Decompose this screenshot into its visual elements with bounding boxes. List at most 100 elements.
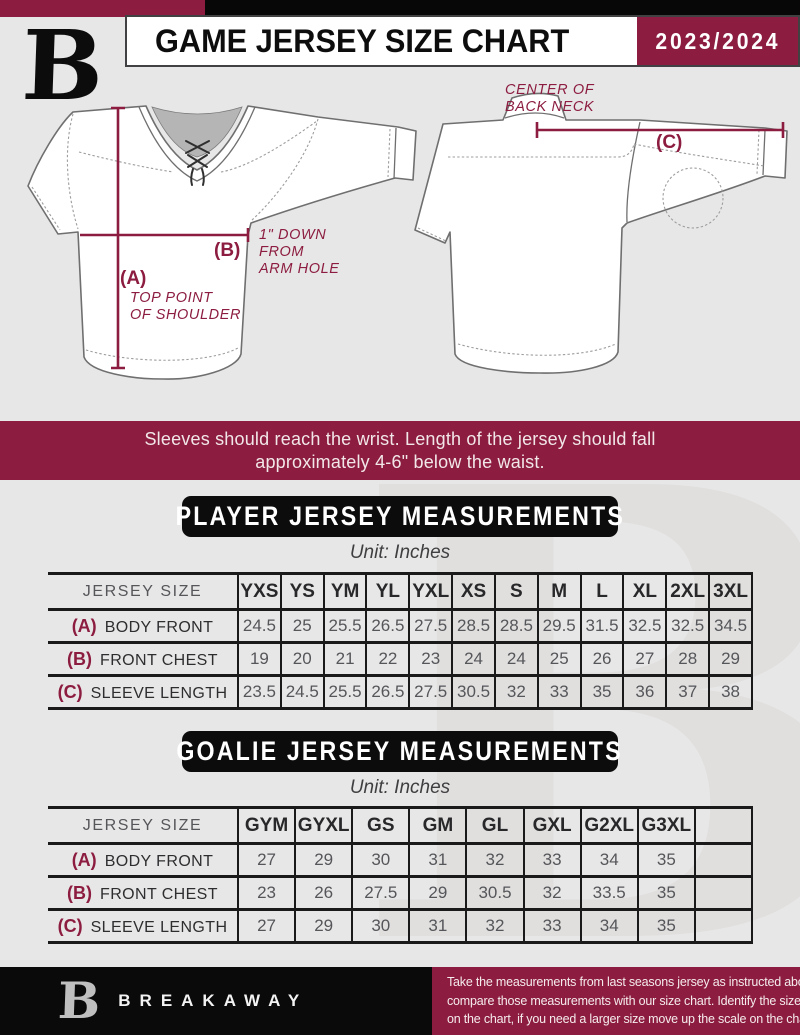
table-cell: 32.5 [622,609,667,643]
table-cell: GL [465,807,524,844]
table-cell: 33 [536,675,581,709]
table-cell: 26 [294,876,353,910]
table-cell: 21 [322,642,367,676]
table-cell: 24.5 [237,609,281,643]
footer-brand-block: B BREAKAWAY [0,967,432,1035]
table-cell: 35 [636,876,695,910]
table-row: (B) FRONT CHEST 19 20 21 22 23 24 24 25 26 27 28 29 [48,642,753,676]
table-cell: 24 [451,642,495,676]
footer-line-3: on the chart, if you need a larger size … [447,1012,800,1027]
table-cell: 31 [408,909,467,943]
fit-note-banner: Sleeves should reach the wrist. Length o… [0,421,800,480]
table-cell: JERSEY SIZE [82,816,203,834]
goalie-section-title: GOALIE JERSEY MEASUREMENTS [176,736,624,766]
table-cell: 27.5 [408,675,453,709]
top-maroon-strip [0,0,205,17]
table-cell [693,807,754,844]
table-cell: 25.5 [322,675,367,709]
measurement-c-key: (C) [656,132,682,153]
table-cell: M [536,573,581,610]
table-row: (C) SLEEVE LENGTH 23.5 24.5 25.5 26.5 27.5 30.5… [48,675,753,709]
table-cell: 27 [236,843,296,877]
inner-collar [151,106,243,158]
table-cell: YXL [408,573,453,610]
table-cell [693,843,754,877]
table-row: (A) BODY FRONT 27 29 30 31 32 33 34 35 [48,843,754,877]
season-badge: 2023/2024 [637,17,798,65]
row-label-cell: (A) BODY FRONT [48,610,238,643]
table-cell: 19 [237,642,281,676]
table-cell: 35 [636,909,695,943]
table-cell [693,909,754,943]
table-cell: 29 [294,909,353,943]
measurement-b-key: (B) [214,240,240,261]
row-label-cell: (C) SLEEVE LENGTH [48,676,238,709]
table-cell: 36 [622,675,667,709]
table-cell: XL [622,573,667,610]
right-raglan-seam [626,121,641,223]
row-label: BODY FRONT [104,618,214,636]
row-label: BODY FRONT [104,852,214,870]
brand-logo-monogram: B [20,9,106,122]
goalie-unit-label: Unit: Inches [349,777,451,798]
top-black-strip [205,0,800,17]
table-cell: YS [279,573,324,610]
page-title: GAME JERSEY SIZE CHART [155,22,570,59]
table-cell: 29 [294,843,353,877]
footer-line-1: Take the measurements from last seasons … [447,975,800,990]
table-cell: 26.5 [365,609,410,643]
table-cell: 3XL [708,573,753,610]
table-cell: 32.5 [665,609,710,643]
table-cell: G3XL [636,807,695,844]
table-cell: 30 [351,843,410,877]
row-label: FRONT CHEST [100,651,218,669]
row-label-cell: (C) SLEEVE LENGTH [48,910,238,943]
back-jersey-diagram: (C) CENTER OF BACK NECK [414,82,788,374]
table-cell: 32 [465,843,524,877]
row-label: SLEEVE LENGTH [90,918,228,936]
table-cell: 34 [579,843,638,877]
table-cell: 23.5 [237,675,281,709]
measurement-b-note-2: FROM [259,244,304,260]
table-cell: 31.5 [579,609,624,643]
table-cell: 31 [408,843,467,877]
table-cell: 34 [579,909,638,943]
table-cell: 22 [365,642,410,676]
back-jersey-outline [414,92,788,374]
table-cell: GYM [236,807,296,844]
table-cell: 34.5 [708,609,753,643]
table-cell: 28 [665,642,710,676]
table-cell: 25 [536,642,581,676]
table-cell: 28.5 [451,609,495,643]
table-cell: 33 [522,843,581,877]
table-cell [693,876,754,910]
fit-note-line-2: approximately 4-6" below the waist. [255,451,545,472]
row-label-cell: (A) BODY FRONT [48,844,238,877]
table-cell: 23 [236,876,296,910]
row-key: (A) [71,849,97,870]
title-container: GAME JERSEY SIZE CHART [127,17,637,65]
table-cell: XS [451,573,495,610]
table-row: (B) FRONT CHEST 23 26 27.5 29 30.5 32 33.5 35 [48,876,754,910]
footer-logo-monogram: B [56,971,102,1030]
measurement-a-line [111,106,125,370]
table-cell: L [579,573,624,610]
player-measurements-table: JERSEY SIZE YXS YS YM YL YXL XS S M L XL 2XL 3XL (A) B… [48,572,753,710]
goalie-section-header: GOALIE JERSEY MEASUREMENTS [177,731,621,772]
neck-note-1: CENTER OF [505,82,595,98]
goalie-measurements-table: JERSEY SIZE GYM GYXL GS GM GL GXL G2XL G3XL (A) BO… [48,806,754,944]
table-cell: YM [322,573,367,610]
table-cell: GXL [522,807,581,844]
table-cell: YXS [237,573,281,610]
table-cell: GS [351,807,410,844]
season-label: 2023/2024 [655,27,780,54]
table-cell: 26.5 [365,675,410,709]
measurement-b-note-3: ARM HOLE [258,261,340,277]
table-cell: 20 [279,642,324,676]
table-cell: 29 [708,642,753,676]
table-cell: 26 [579,642,624,676]
measurement-b-note-1: 1" DOWN [259,227,326,243]
header-band: GAME JERSEY SIZE CHART 2023/2024 [125,15,800,67]
table-cell: 35 [636,843,695,877]
row-label: FRONT CHEST [100,885,218,903]
